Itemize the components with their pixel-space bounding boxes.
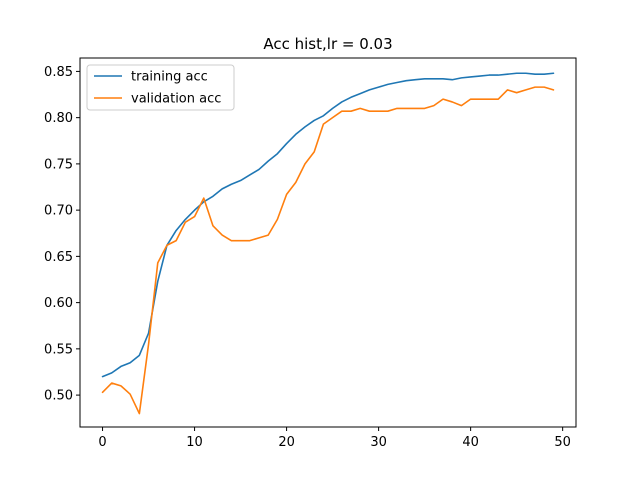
x-axis: 0 10 20 30 40 50: [98, 427, 571, 450]
series-line-validation-acc: [101, 86, 555, 415]
plot-lines: [101, 72, 555, 415]
y-tick-label: 0.70: [44, 204, 73, 219]
x-tick-label: 30: [370, 435, 387, 450]
y-tick-label: 0.85: [44, 65, 73, 80]
series-line-training-acc: [101, 72, 555, 378]
x-tick-label: 50: [554, 435, 571, 450]
chart-title: Acc hist,lr = 0.03: [263, 35, 392, 53]
x-tick-label: 10: [186, 435, 203, 450]
y-tick-label: 0.65: [44, 250, 73, 265]
y-tick-label: 0.55: [44, 342, 73, 357]
x-tick-label: 40: [462, 435, 479, 450]
legend-label: validation acc: [131, 92, 221, 107]
y-tick-label: 0.60: [44, 296, 73, 311]
x-tick-label: 20: [278, 435, 295, 450]
plot-frame: [79, 57, 577, 428]
legend: training acc validation acc: [86, 64, 235, 111]
legend-label: training acc: [131, 70, 208, 85]
y-tick-label: 0.75: [44, 157, 73, 172]
y-tick-label: 0.80: [44, 111, 73, 126]
legend-box: [86, 64, 235, 111]
y-axis: 0.50 0.55 0.60 0.65 0.70 0.75 0.80 0.85: [44, 65, 80, 404]
x-tick-label: 0: [98, 435, 106, 450]
y-tick-label: 0.50: [44, 389, 73, 404]
